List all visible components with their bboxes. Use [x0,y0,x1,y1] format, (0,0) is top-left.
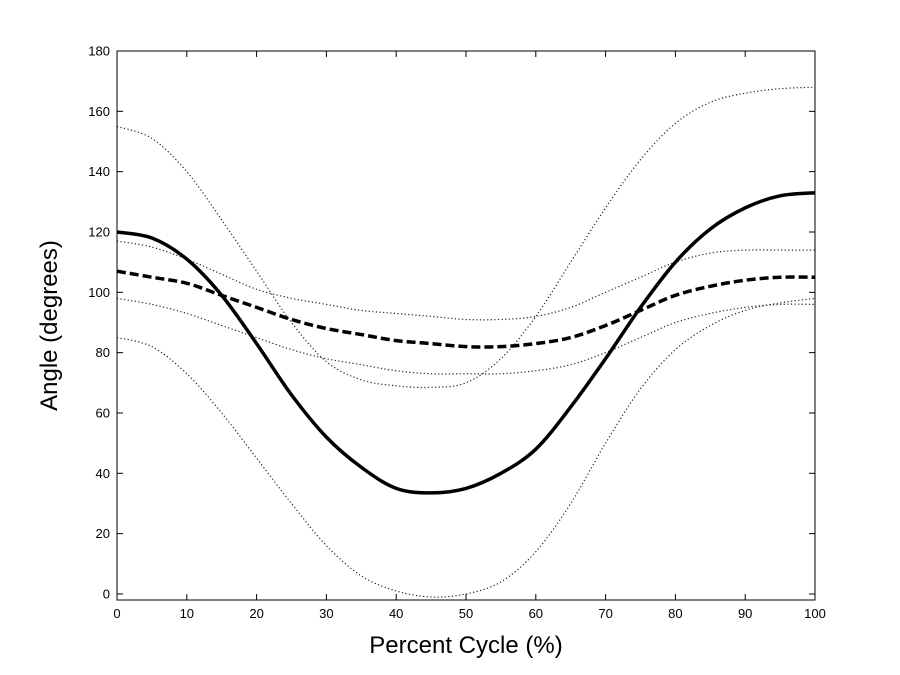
series-line-dashed-lower-bound [116,297,816,375]
x-tick-label: 0 [113,606,120,621]
series-line-solid-mean [116,191,816,495]
y-tick-label: 180 [88,44,110,59]
x-tick-label: 40 [389,606,403,621]
lines-layer [116,86,816,598]
y-tick-label: 20 [96,526,110,541]
y-tick-label: 160 [88,104,110,119]
x-tick-label: 10 [180,606,194,621]
x-tick-label: 80 [668,606,682,621]
x-tick-label: 20 [249,606,263,621]
y-tick-label: 60 [96,405,110,420]
y-axis-label: Angle (degrees) [36,240,63,411]
ticks-layer: 0 10 20 30 40 50 60 70 80 90 100 0 20 40 60 80 100 120 140… [88,44,826,622]
x-tick-label: 30 [319,606,333,621]
x-tick-label: 50 [459,606,473,621]
y-tick-label: 0 [103,586,110,601]
x-tick-label: 70 [598,606,612,621]
y-tick-label: 140 [88,164,110,179]
x-tick-label: 90 [738,606,752,621]
y-tick-label: 100 [88,285,110,300]
x-tick-label: 60 [529,606,543,621]
plot-frame [116,50,816,601]
y-tick-label: 40 [96,466,110,481]
x-tick-label: 100 [804,606,826,621]
x-axis-label: Percent Cycle (%) [369,632,562,659]
series-line-dashed-mean [116,269,816,349]
y-tick-label: 80 [96,345,110,360]
y-tick-label: 120 [88,224,110,239]
series-line-dashed-upper-bound [116,240,815,321]
series-line-solid-upper-bound [116,86,816,389]
series-line-solid-lower-bound [116,297,816,598]
